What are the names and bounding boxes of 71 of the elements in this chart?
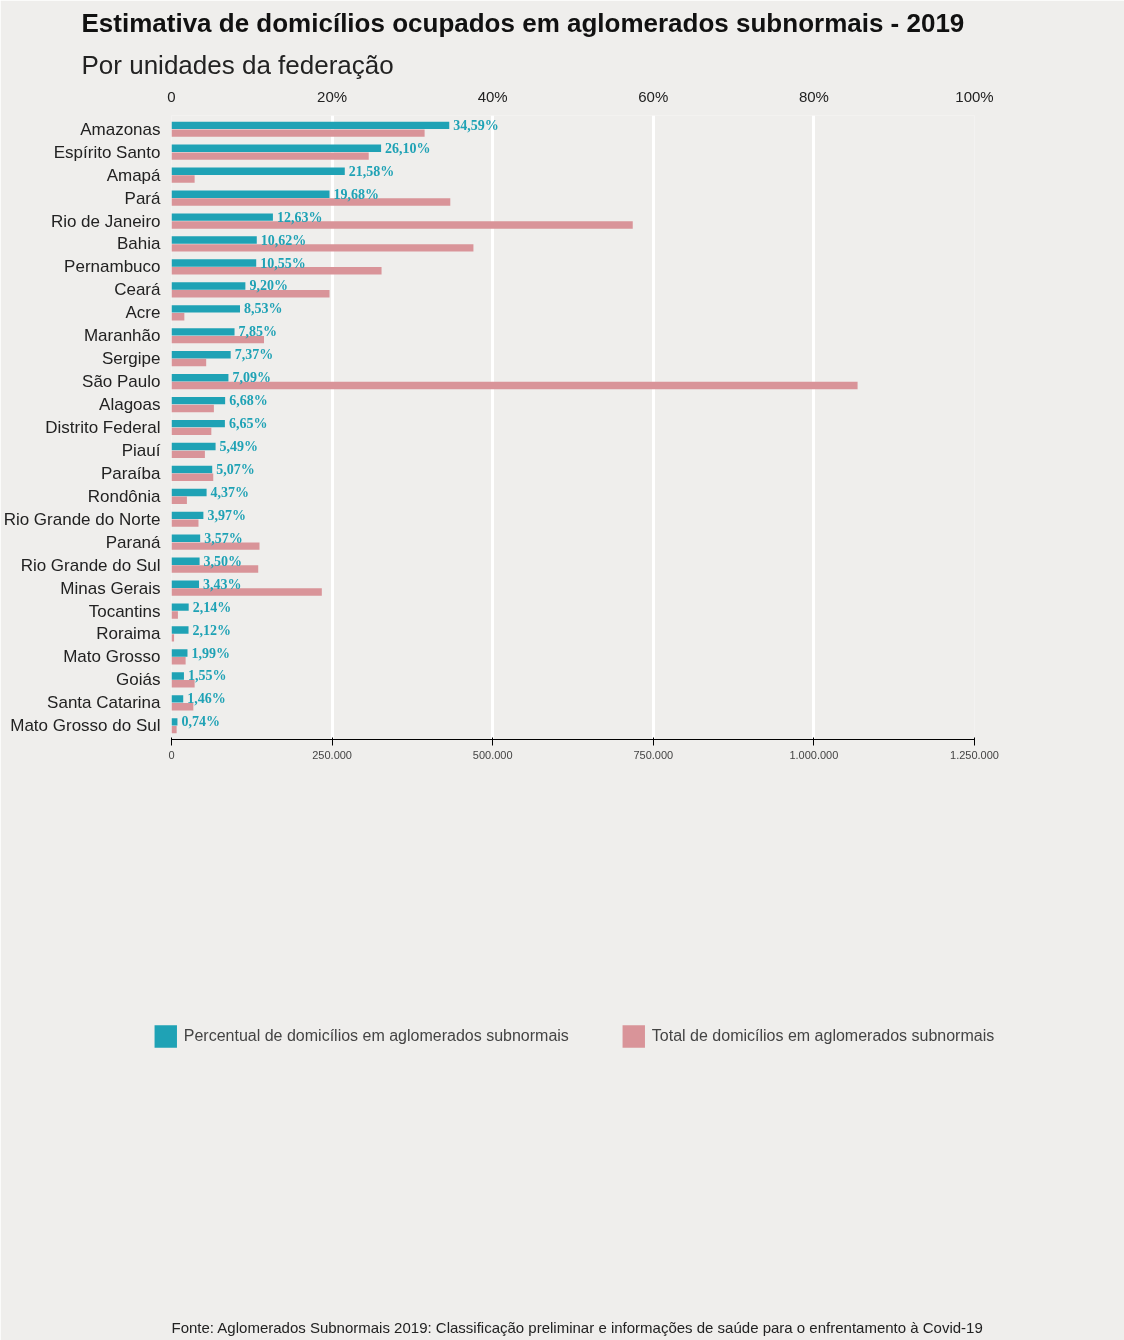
data-label: 3,97% xyxy=(207,507,246,523)
y-tick-label: Rio Grande do Sul xyxy=(20,555,161,575)
y-tick-label: Pará xyxy=(124,188,162,208)
y-tick-label: Distrito Federal xyxy=(45,418,161,437)
x-tick-label: 1.000.000 xyxy=(789,748,839,761)
y-tick-label: Minas Gerais xyxy=(60,578,161,598)
y-tick-label: Acre xyxy=(125,303,161,323)
data-label: 26,10% xyxy=(385,140,431,156)
y-tick-label: Mato Grosso do Sul xyxy=(10,716,161,736)
data-label: 3,57% xyxy=(204,530,243,546)
x2-tick-label: 80% xyxy=(798,87,829,105)
data-label: 10,55% xyxy=(260,255,306,271)
data-label: 10,62% xyxy=(260,232,307,248)
chart-subtitle: Por unidades da federação xyxy=(81,49,394,80)
y-tick-label: Goiás xyxy=(116,670,161,690)
x2-tick-label: 40% xyxy=(477,87,508,105)
data-label: 6,68% xyxy=(229,393,268,409)
data-label: 3,43% xyxy=(203,576,242,592)
y-tick-label: Roraima xyxy=(96,624,162,644)
data-label: 1,99% xyxy=(191,645,230,661)
chart-title: Estimativa de domicílios ocupados em aglomerados subnormais - 2019 xyxy=(81,7,965,38)
source-note: Fonte: Aglomerados Subnormais 2019: Classificação preliminar e informações de saúde para o enfrentamento à Covid-19 xyxy=(171,1318,983,1336)
y-tick-label: Bahia xyxy=(117,234,162,254)
y-tick-label: Paraíba xyxy=(100,463,162,483)
y-tick-label: Amazonas xyxy=(80,119,161,139)
data-label: 0,74% xyxy=(181,714,220,730)
x-tick-label: 1.250.000 xyxy=(950,748,999,761)
data-label: 5,49% xyxy=(219,439,259,455)
y-tick-label: Amapá xyxy=(106,165,162,185)
data-label: 12,63% xyxy=(276,209,323,225)
x2-tick-label: 0 xyxy=(167,87,176,105)
x-tick-label: 250.000 xyxy=(312,748,352,761)
data-label: 9,20% xyxy=(249,278,288,294)
data-label: 6,65% xyxy=(228,416,268,432)
y-tick-label: Rio Grande do Norte xyxy=(3,509,161,529)
y-tick-label: Sergipe xyxy=(101,349,161,369)
data-label: 2,12% xyxy=(192,622,232,638)
y-tick-label: Pernambuco xyxy=(64,257,161,277)
x2-tick-label: 100% xyxy=(955,87,994,105)
data-label: 1,46% xyxy=(187,691,226,707)
data-label: 7,37% xyxy=(234,347,274,363)
y-tick-label: Rondônia xyxy=(87,486,162,506)
legend-label: Total de domicílios em aglomerados subnormais xyxy=(651,1027,995,1045)
x2-tick-label: 20% xyxy=(317,87,348,105)
y-tick-label: Mato Grosso xyxy=(63,647,161,667)
y-tick-label: Paraná xyxy=(105,532,162,552)
data-label: 7,09% xyxy=(232,370,271,386)
y-tick-label: Maranhão xyxy=(83,326,161,346)
y-tick-label: Espírito Santo xyxy=(53,142,161,162)
y-tick-label: Tocantins xyxy=(88,601,161,621)
data-label: 7,85% xyxy=(238,324,278,340)
data-label: 8,53% xyxy=(244,301,283,317)
data-label: 1,55% xyxy=(187,668,227,684)
data-label: 19,68% xyxy=(333,186,380,202)
data-label: 5,07% xyxy=(216,461,255,477)
y-tick-label: Rio de Janeiro xyxy=(50,211,161,231)
x2-tick-label: 60% xyxy=(638,87,669,105)
y-tick-label: São Paulo xyxy=(82,372,161,392)
data-label: 4,37% xyxy=(210,484,250,500)
y-tick-label: Alagoas xyxy=(99,395,161,415)
x-tick-label: 500.000 xyxy=(472,748,513,761)
y-tick-label: Santa Catarina xyxy=(47,693,162,713)
x-tick-label: 0 xyxy=(168,748,175,761)
data-label: 34,59% xyxy=(453,117,499,133)
data-label: 2,14% xyxy=(192,599,232,615)
y-tick-label: Piauí xyxy=(121,440,161,460)
legend-label: Percentual de domicílios em aglomerados subnormais xyxy=(183,1027,569,1045)
x-tick-label: 750.000 xyxy=(633,748,674,761)
data-label: 21,58% xyxy=(348,163,395,179)
y-tick-label: Ceará xyxy=(114,280,162,300)
data-label: 3,50% xyxy=(203,553,243,569)
